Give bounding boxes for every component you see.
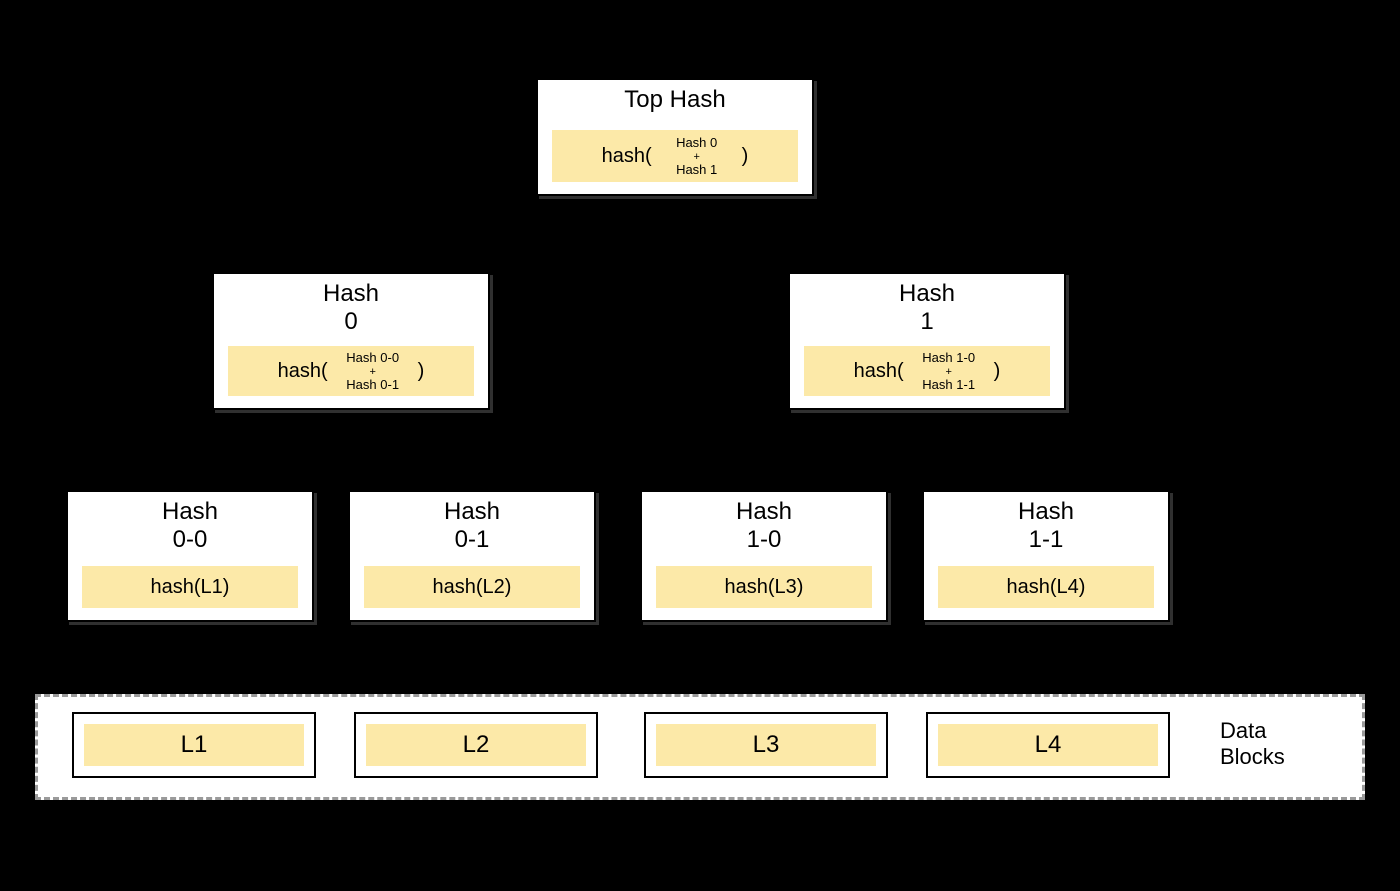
node-hash-1-1: Hash 1-1 hash(L4) xyxy=(922,490,1170,622)
leaf-l4: L4 xyxy=(926,712,1170,778)
node-formula: hash(L3) xyxy=(656,566,872,608)
leaf-value: L1 xyxy=(84,724,304,766)
hash-suffix: ) xyxy=(418,360,425,383)
edge-root-to-hash1 xyxy=(722,200,900,268)
node-formula: hash(L1) xyxy=(82,566,298,608)
node-title: Hash 0 xyxy=(214,274,488,335)
leaf-l2: L2 xyxy=(354,712,598,778)
node-hash-0-1: Hash 0-1 hash(L2) xyxy=(348,490,596,622)
node-title: Hash 1-0 xyxy=(642,492,886,553)
leaf-value: L4 xyxy=(938,724,1158,766)
node-formula: hash( Hash 1-0 + Hash 1-1 ) xyxy=(804,346,1050,396)
node-hash-0-0: Hash 0-0 hash(L1) xyxy=(66,490,314,622)
hash-prefix: hash( xyxy=(602,145,652,168)
node-hash-1: Hash 1 hash( Hash 1-0 + Hash 1-1 ) xyxy=(788,272,1066,410)
leaf-l3: L3 xyxy=(644,712,888,778)
node-title: Top Hash xyxy=(538,80,812,114)
leaf-value: L2 xyxy=(366,724,586,766)
edge-hash0-to-hash00 xyxy=(204,414,282,486)
node-formula: hash( Hash 0 + Hash 1 ) xyxy=(552,130,798,182)
data-blocks-label: Data Blocks xyxy=(1220,718,1340,771)
edge-hash1-to-hash10 xyxy=(780,414,858,486)
hash-suffix: ) xyxy=(994,360,1001,383)
node-top-hash: Top Hash hash( Hash 0 + Hash 1 ) xyxy=(536,78,814,196)
edge-hash1-to-hash11 xyxy=(996,414,1036,486)
hash-prefix: hash( xyxy=(854,360,904,383)
hash-prefix: hash( xyxy=(278,360,328,383)
node-hash-0: Hash 0 hash( Hash 0-0 + Hash 0-1 ) xyxy=(212,272,490,410)
node-hash-1-0: Hash 1-0 hash(L3) xyxy=(640,490,888,622)
hash-suffix: ) xyxy=(742,145,749,168)
hash-args: Hash 0 + Hash 1 xyxy=(658,136,736,176)
node-title: Hash 1-1 xyxy=(924,492,1168,553)
node-formula: hash( Hash 0-0 + Hash 0-1 ) xyxy=(228,346,474,396)
edge-hash0-to-hash01 xyxy=(420,414,460,486)
node-title: Hash 0-1 xyxy=(350,492,594,553)
hash-args: Hash 1-0 + Hash 1-1 xyxy=(910,351,988,391)
node-title: Hash 1 xyxy=(790,274,1064,335)
node-formula: hash(L2) xyxy=(364,566,580,608)
hash-args: Hash 0-0 + Hash 0-1 xyxy=(334,351,412,391)
leaf-value: L3 xyxy=(656,724,876,766)
edge-root-to-hash0 xyxy=(378,200,628,268)
node-title: Hash 0-0 xyxy=(68,492,312,553)
node-formula: hash(L4) xyxy=(938,566,1154,608)
leaf-l1: L1 xyxy=(72,712,316,778)
